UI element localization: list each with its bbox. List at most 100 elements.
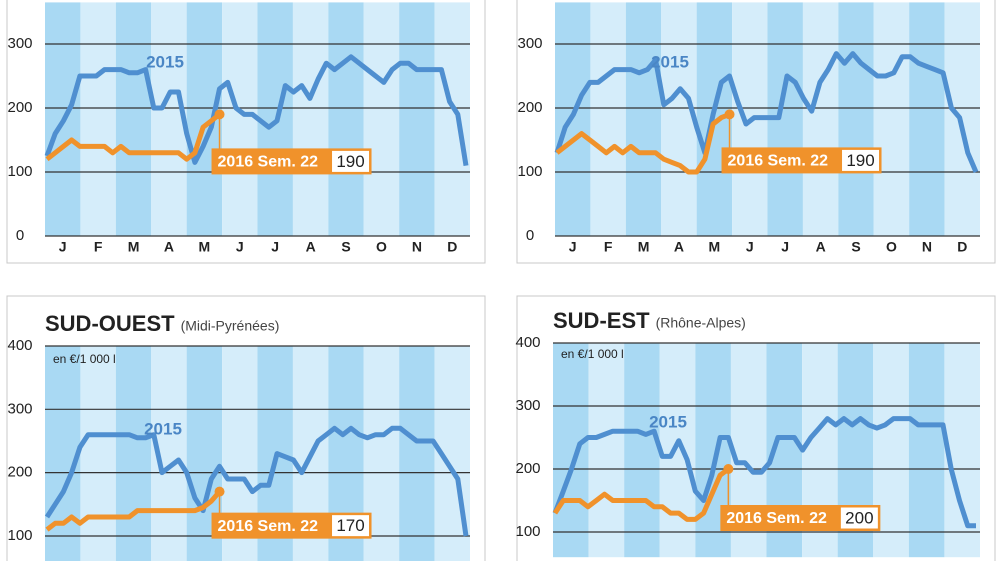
x-tick-label: O [886,239,897,255]
month-band [625,2,662,237]
x-tick-label: M [709,239,721,255]
chart-subtitle: (Midi-Pyrénées) [181,318,280,334]
chart-title: SUD-EST [553,308,650,333]
series-label: 2015 [146,52,184,71]
y-tick-label: 300 [517,35,542,52]
month-band [222,2,258,237]
y-tick-label: 200 [515,460,540,477]
y-tick-label: 100 [7,527,32,544]
data-label: 170 [336,516,364,535]
callout-value-box [839,506,879,530]
month-band [908,343,945,558]
series-line [552,467,730,522]
series-label: 2015 [649,412,687,431]
callout-value-box [331,514,371,538]
x-tick-label: O [376,239,387,255]
x-tick-label: J [59,239,67,255]
month-band [661,2,697,237]
x-tick-label: F [94,239,103,255]
x-tick-label: J [746,239,754,255]
y-tick-label: 100 [515,523,540,540]
series-line [554,51,979,173]
x-tick-label: A [164,239,174,255]
y-tick-label: 0 [16,227,24,244]
y-tick-label: 400 [7,337,32,354]
x-tick-label: S [851,239,860,255]
series-line [555,112,731,175]
y-tick-label: 300 [7,400,32,417]
month-band [115,346,152,561]
series-line [44,425,469,537]
callout-name: 2016 Sem. 22 [218,154,319,171]
x-tick-label: N [922,239,932,255]
y-tick-label: 200 [7,464,32,481]
last-point [723,464,734,474]
data-label: 200 [845,508,873,527]
month-band [328,2,364,237]
x-tick-label: M [638,239,650,255]
x-tick-label: D [957,239,967,255]
month-band [292,2,329,237]
series-label: 2015 [144,419,182,438]
month-band [399,2,435,237]
month-band [659,343,696,558]
y-tick-label: 0 [526,227,534,244]
series-line [45,112,222,162]
callout-value-box [841,148,881,172]
month-band [80,346,116,561]
y-tick-label: 400 [515,334,540,351]
callout-name: 2016 Sem. 22 [218,518,319,535]
x-tick-label: J [271,239,279,255]
callout-name: 2016 Sem. 22 [726,510,827,527]
last-point [724,109,735,120]
data-label: 190 [336,152,364,171]
x-tick-label: M [199,239,211,255]
x-tick-label: F [604,239,613,255]
month-band [802,2,839,237]
month-band [588,343,625,558]
unit-label: en €/1 000 l [561,347,624,361]
x-tick-label: M [128,239,140,255]
x-tick-label: D [447,239,457,255]
y-tick-label: 300 [7,35,32,52]
last-point [214,486,225,497]
month-band [873,2,910,237]
month-band [399,346,435,561]
month-band [624,343,660,558]
unit-label: en €/1 000 l [53,352,116,366]
x-tick-label: J [781,239,789,255]
y-tick-label: 300 [515,397,540,414]
month-band [115,2,152,237]
x-tick-label: J [236,239,244,255]
x-tick-label: A [816,239,826,255]
month-band [363,2,400,237]
chart-title: SUD-OUEST [45,311,175,336]
month-band [838,2,874,237]
series-line [44,54,469,166]
y-tick-label: 100 [7,163,32,180]
callout-name: 2016 Sem. 22 [728,153,829,170]
x-tick-label: N [412,239,422,255]
chart-subtitle: (Rhône-Alpes) [656,315,746,331]
month-band [909,2,945,237]
series-line [45,489,222,532]
x-tick-label: A [674,239,684,255]
y-tick-label: 200 [7,99,32,116]
month-band [944,343,980,558]
x-tick-label: J [569,239,577,255]
x-tick-label: S [341,239,350,255]
y-tick-label: 100 [517,163,542,180]
y-tick-label: 200 [517,99,542,116]
month-band [80,2,116,237]
last-point [214,109,225,120]
x-tick-label: A [306,239,316,255]
month-band [151,2,187,237]
series-line [552,416,976,529]
data-label: 190 [846,151,874,170]
month-band [434,2,470,237]
month-band [553,343,589,558]
series-label: 2015 [651,52,689,71]
month-band [590,2,626,237]
callout-value-box [331,149,371,173]
